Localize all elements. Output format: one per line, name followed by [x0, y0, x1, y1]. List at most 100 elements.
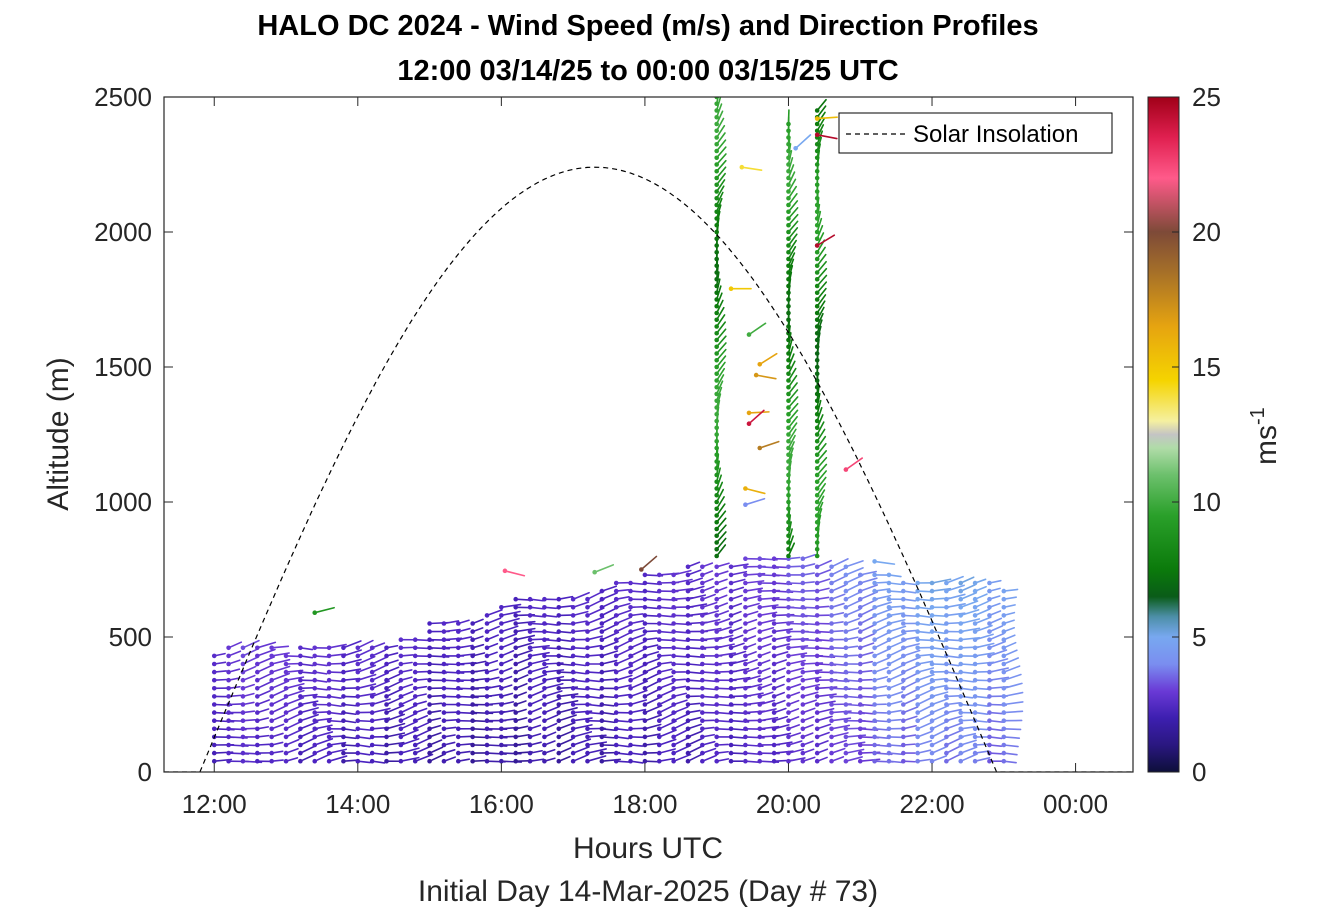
wind-barb-point [714, 263, 719, 268]
wind-barb-point [485, 654, 490, 659]
wind-barb-point [729, 662, 734, 667]
wind-barb-point [815, 311, 820, 316]
wind-barb-point [987, 629, 992, 634]
wind-barb-point [872, 621, 877, 626]
wind-barb-point [628, 613, 633, 618]
wind-barb-point [786, 662, 791, 667]
wind-barb-point [686, 662, 691, 667]
wind-barb-point [714, 358, 719, 363]
wind-barb-point [226, 743, 231, 748]
wind-barb-point [356, 718, 361, 723]
wind-barb-point [628, 589, 633, 594]
colorbar-tick-label: 10 [1192, 487, 1221, 517]
wind-barb-point [298, 727, 303, 732]
wind-barb-point [930, 589, 935, 594]
wind-barb-point [657, 621, 662, 626]
wind-barb-point [528, 702, 533, 707]
wind-barb-point [815, 250, 820, 255]
wind-barb-point [973, 694, 978, 699]
wind-barb-point [786, 189, 791, 194]
x-axis-sublabel: Initial Day 14-Mar-2025 (Day # 73) [418, 875, 878, 908]
wind-barb-point [815, 203, 820, 208]
wind-barb-point [714, 209, 719, 214]
wind-barb-point [485, 718, 490, 723]
wind-barb-point [212, 727, 217, 732]
x-tick-label: 12:00 [182, 789, 247, 819]
wind-barb-point [643, 743, 648, 748]
wind-barb-point [255, 743, 260, 748]
wind-barb-point [987, 743, 992, 748]
wind-barb-point [757, 686, 762, 691]
wind-barb-point [786, 122, 791, 127]
wind-barb-point [571, 751, 576, 756]
wind-barb-point [614, 759, 619, 764]
wind-barb-point [915, 718, 920, 723]
wind-barb-point [485, 759, 490, 764]
wind-barb-point [485, 646, 490, 651]
wind-barb-point [585, 735, 590, 740]
wind-barb-point [686, 573, 691, 578]
wind-barb-point [973, 710, 978, 715]
wind-barb-point [901, 686, 906, 691]
wind-barb-point [585, 694, 590, 699]
wind-barb-point [686, 654, 691, 659]
wind-barb-point [786, 486, 791, 491]
wind-barb-point [772, 759, 777, 764]
wind-barb-point [901, 605, 906, 610]
wind-barb-point [887, 670, 892, 675]
wind-barb-point [571, 613, 576, 618]
wind-barb-point [872, 559, 877, 564]
wind-barb-point [815, 263, 820, 268]
wind-barb-point [772, 727, 777, 732]
wind-barb-point [714, 149, 719, 154]
wind-barb-point [786, 621, 791, 626]
wind-barb-point [714, 324, 719, 329]
wind-barb-point [269, 646, 274, 651]
wind-barb-point [356, 646, 361, 651]
wind-barb-point [528, 759, 533, 764]
wind-barb-point [643, 605, 648, 610]
wind-barb-point [714, 412, 719, 417]
wind-barb-point [556, 678, 561, 683]
wind-barb-point [614, 735, 619, 740]
wind-barb-point [312, 710, 317, 715]
wind-barb-point [499, 710, 504, 715]
wind-barb-point [628, 694, 633, 699]
wind-barb-point [815, 473, 820, 478]
wind-barb-point [312, 718, 317, 723]
wind-barb-point [829, 589, 834, 594]
wind-barb-point [786, 182, 791, 187]
wind-barb-point [628, 710, 633, 715]
wind-barb-point [686, 727, 691, 732]
wind-barb-point [901, 637, 906, 642]
wind-barb-point [556, 654, 561, 659]
wind-barb-point [499, 646, 504, 651]
wind-barb-point [341, 735, 346, 740]
wind-barb-point [513, 686, 518, 691]
wind-barb-point [887, 654, 892, 659]
wind-barb-point [327, 662, 332, 667]
wind-barb-point [801, 556, 806, 561]
wind-barb-point [944, 735, 949, 740]
wind-barb-point [384, 743, 389, 748]
wind-barb-point [241, 678, 246, 683]
wind-barb-point [542, 678, 547, 683]
wind-barb-point [212, 718, 217, 723]
wind-barb-point [269, 654, 274, 659]
wind-barb-point [987, 710, 992, 715]
wind-barb-point [384, 686, 389, 691]
wind-barb-point [844, 637, 849, 642]
wind-barb-point [1002, 613, 1007, 618]
wind-barb-point [513, 654, 518, 659]
wind-barb-point [714, 479, 719, 484]
wind-barb-point [628, 621, 633, 626]
wind-barb-point [858, 605, 863, 610]
wind-barb-point [714, 257, 719, 262]
wind-barb-point [786, 500, 791, 505]
wind-barb-point [639, 567, 644, 572]
wind-barb-point [714, 216, 719, 221]
wind-barb-point [255, 662, 260, 667]
wind-barb-point [700, 629, 705, 634]
wind-barb-point [915, 646, 920, 651]
wind-barb-point [801, 565, 806, 570]
